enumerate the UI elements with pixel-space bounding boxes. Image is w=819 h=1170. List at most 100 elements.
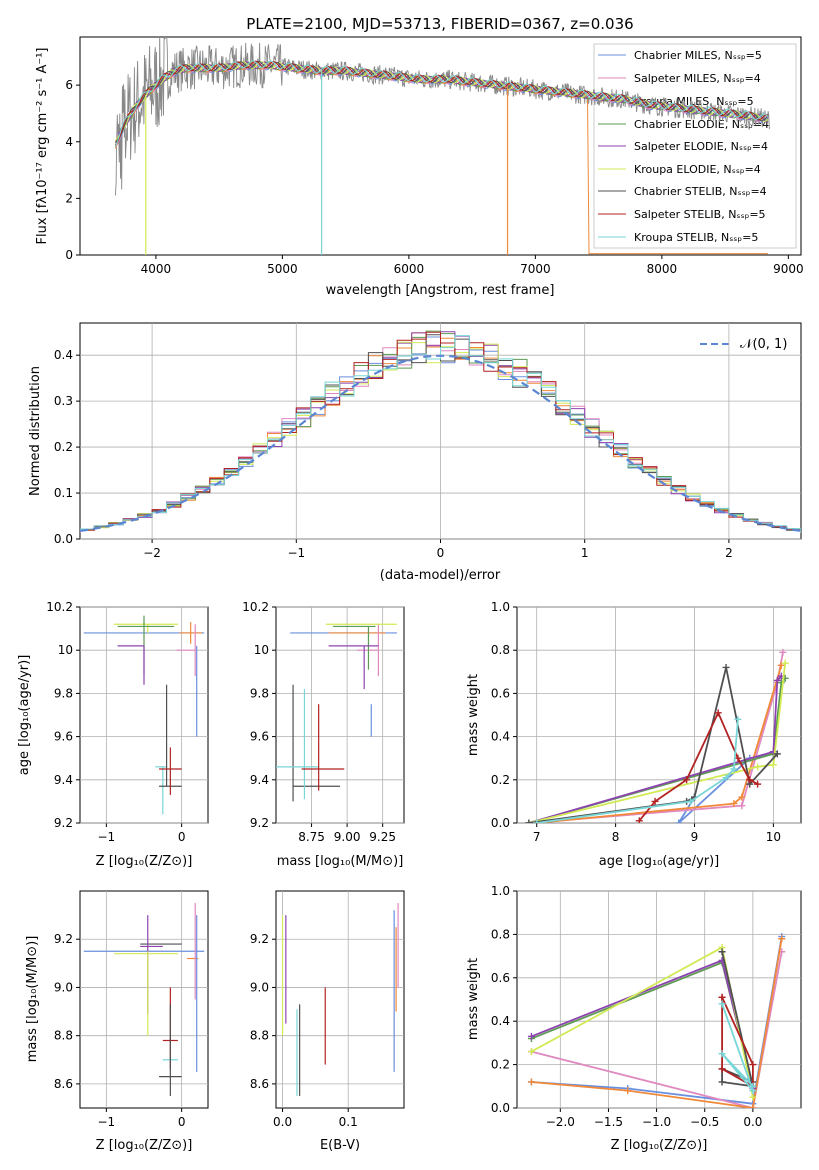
weight-vs-z-marker-kroupa-miles <box>624 1087 632 1095</box>
weight-vs-z-ytick-label: 0.4 <box>491 1014 510 1028</box>
mass-vs-z-ytick-label: 9.0 <box>54 980 73 994</box>
weight-vs-age-marker-salpeter-stelib <box>754 780 762 788</box>
weight-vs-z-ytick-label: 0.0 <box>491 1101 510 1115</box>
weight-vs-age-marker-kroupa-miles <box>738 793 746 801</box>
spectrum-xlabel: wavelength [Angstrom, rest frame] <box>326 283 555 298</box>
mass-vs-z-ytick-label: 9.2 <box>54 932 73 946</box>
weight-vs-age-ytick-label: 0.8 <box>491 643 510 657</box>
weight-vs-z-xtick-label: −2.0 <box>546 1115 575 1129</box>
age-vs-z-xtick-label: −1 <box>98 830 116 844</box>
weight-vs-age-line-salpeter-elodie <box>528 675 782 823</box>
weight-vs-z-marker-kroupa-stelib <box>718 1050 726 1058</box>
weight-vs-age-plot-area <box>525 648 789 823</box>
model-spectrum-salpeter-stelib <box>114 60 769 146</box>
residuals-xlabel: (data-model)/error <box>380 568 501 583</box>
age-vs-mass-ytick-label: 10.2 <box>242 600 269 614</box>
weight-vs-age-xtick-label: 10 <box>766 830 781 844</box>
residuals-legend: 𝒩(0, 1) <box>700 337 787 352</box>
weight-vs-z-marker-kroupa-miles <box>778 935 786 943</box>
figure-title: PLATE=2100, MJD=53713, FIBERID=0367, z=0… <box>246 15 633 33</box>
weight-vs-z-marker-salpeter-elodie <box>527 1032 535 1040</box>
mass-vs-ebv-ytick-label: 9.0 <box>250 980 269 994</box>
weight-vs-z-marker-kroupa-stelib <box>718 1000 726 1008</box>
weight-vs-z-line-salpeter-miles <box>531 951 783 1108</box>
weight-vs-z-line-kroupa-stelib <box>721 1003 754 1092</box>
residuals-ytick-label: 0.0 <box>54 532 73 546</box>
spectrum-frame <box>79 36 802 256</box>
weight-vs-z-marker-kroupa-elodie <box>527 1048 535 1056</box>
age-vs-z-xlabel: Z [log₁₀(Z/Z⊙)] <box>96 854 193 869</box>
residuals-xtick-label: 1 <box>581 546 589 560</box>
weight-vs-z-line-kroupa-miles <box>531 938 783 1108</box>
residuals-plot-area <box>80 330 801 533</box>
weight-vs-age-marker-salpeter-stelib <box>651 797 659 805</box>
weight-vs-age-ytick-label: 0.0 <box>491 816 510 830</box>
spectrum-ytick-label: 0 <box>65 248 73 262</box>
spectrum-xtick-label: 9000 <box>773 262 804 276</box>
age-vs-z-xtick-label: 0 <box>178 830 186 844</box>
mass-vs-z-plot-area <box>83 903 205 1096</box>
model-spectrum-kroupa-stelib <box>114 60 769 147</box>
weight-vs-age-marker-kroupa-stelib <box>722 774 730 782</box>
mass-vs-z-ytick-label: 8.8 <box>54 1029 73 1043</box>
mass-vs-z-axes: −1 0 8.6 8.8 9.0 9.2 <box>54 891 208 1129</box>
weight-vs-z-plot-area <box>527 933 786 1108</box>
weight-vs-age-marker-salpeter-stelib <box>714 709 722 717</box>
weight-vs-age-marker-salpeter-miles <box>779 648 787 656</box>
age-vs-mass-xlabel: mass [log₁₀(M/M⊙)] <box>277 854 404 869</box>
weight-vs-age-xtick-label: 7 <box>533 830 541 844</box>
weight-vs-z-ylabel: mass weight <box>466 958 481 1040</box>
mass-vs-z-xtick-label: −1 <box>98 1115 116 1129</box>
mass-vs-ebv-xtick-label: 0.0 <box>273 1115 292 1129</box>
mass-vs-ebv-axes: 0.0 0.1 8.6 8.8 9.0 9.2 <box>250 891 404 1129</box>
spectrum-xtick-label: 7000 <box>520 262 551 276</box>
weight-vs-age-marker-kroupa-elodie <box>754 763 762 771</box>
mass-vs-ebv-ytick-label: 8.8 <box>250 1029 269 1043</box>
age-vs-mass-axes: 8.75 9.00 9.25 9.2 9.4 9.6 9.8 10 10.2 <box>242 600 404 844</box>
spectrum-ytick-label: 2 <box>65 191 73 205</box>
weight-vs-age-marker-salpeter-stelib <box>683 776 691 784</box>
age-vs-z-axes: −1 0 9.2 9.4 9.6 9.8 10 10.2 <box>46 600 208 844</box>
residuals-ytick-label: 0.3 <box>54 394 73 408</box>
spectrum-ylabel: Flux [fλ10⁻¹⁷ erg cm⁻² s⁻¹ A⁻¹] <box>35 48 50 245</box>
mass-vs-z-xlabel: Z [log₁₀(Z/Z⊙)] <box>96 1138 193 1153</box>
weight-vs-age-marker-salpeter-stelib <box>635 817 643 823</box>
mass-vs-z-ylabel: mass [log₁₀(M/M⊙)] <box>25 936 40 1063</box>
age-vs-z-ytick-label: 9.4 <box>54 773 73 787</box>
weight-vs-z-marker-kroupa-miles <box>749 1104 757 1108</box>
age-vs-z-ytick-label: 9.6 <box>54 730 73 744</box>
age-vs-z-ytick-label: 10.2 <box>46 600 73 614</box>
mass-vs-ebv-frame <box>275 890 405 1109</box>
weight-vs-age-ylabel: mass weight <box>466 674 481 756</box>
weight-vs-z-marker-kroupa-miles <box>527 1078 535 1086</box>
spectrum-axes: 4000 5000 6000 7000 8000 9000 0 2 4 6 <box>65 78 803 276</box>
residuals-xtick-label: 2 <box>725 546 733 560</box>
weight-vs-z-axes: −2.0 −1.5 −1.0 −0.5 0.0 0.0 0.2 0.4 0.6 0.8 1.0 <box>491 884 801 1129</box>
mass-vs-ebv-xtick-label: 0.1 <box>339 1115 358 1129</box>
weight-vs-z-ytick-label: 0.8 <box>491 927 510 941</box>
legend-label-salpeter-stelib: Salpeter STELIB, Nₛₛₚ=5 <box>634 208 766 221</box>
residuals-xtick-label: −2 <box>143 546 161 560</box>
weight-vs-age-marker-chabrier-stelib <box>722 663 730 671</box>
weight-vs-z-xtick-label: −1.5 <box>594 1115 623 1129</box>
age-vs-mass-ytick-label: 9.2 <box>250 816 269 830</box>
weight-vs-age-marker-salpeter-elodie <box>773 676 781 684</box>
legend-label-kroupa-elodie: Kroupa ELODIE, Nₛₛₚ=4 <box>634 163 761 176</box>
weight-vs-age-marker-kroupa-stelib <box>533 819 541 823</box>
weight-vs-age-marker-kroupa-miles <box>777 661 785 669</box>
age-vs-z-ytick-label: 9.8 <box>54 686 73 700</box>
legend-label-kroupa-stelib: Kroupa STELIB, Nₛₛₚ=5 <box>634 231 758 244</box>
weight-vs-age-ytick-label: 0.6 <box>491 686 510 700</box>
weight-vs-age-marker-kroupa-stelib <box>687 797 695 805</box>
weight-vs-age-ytick-label: 0.4 <box>491 730 510 744</box>
spectrum-ytick-label: 4 <box>65 135 73 149</box>
residuals-ytick-label: 0.2 <box>54 440 73 454</box>
spectrum-legend: Chabrier MILES, Nₛₛₚ=5 Salpeter MILES, N… <box>593 43 797 249</box>
weight-vs-age-marker-salpeter-stelib <box>746 776 754 784</box>
age-vs-mass-ytick-label: 10 <box>254 643 269 657</box>
weight-vs-z-ytick-label: 1.0 <box>491 884 510 898</box>
age-vs-mass-ytick-label: 9.6 <box>250 730 269 744</box>
age-vs-mass-ytick-label: 9.4 <box>250 773 269 787</box>
